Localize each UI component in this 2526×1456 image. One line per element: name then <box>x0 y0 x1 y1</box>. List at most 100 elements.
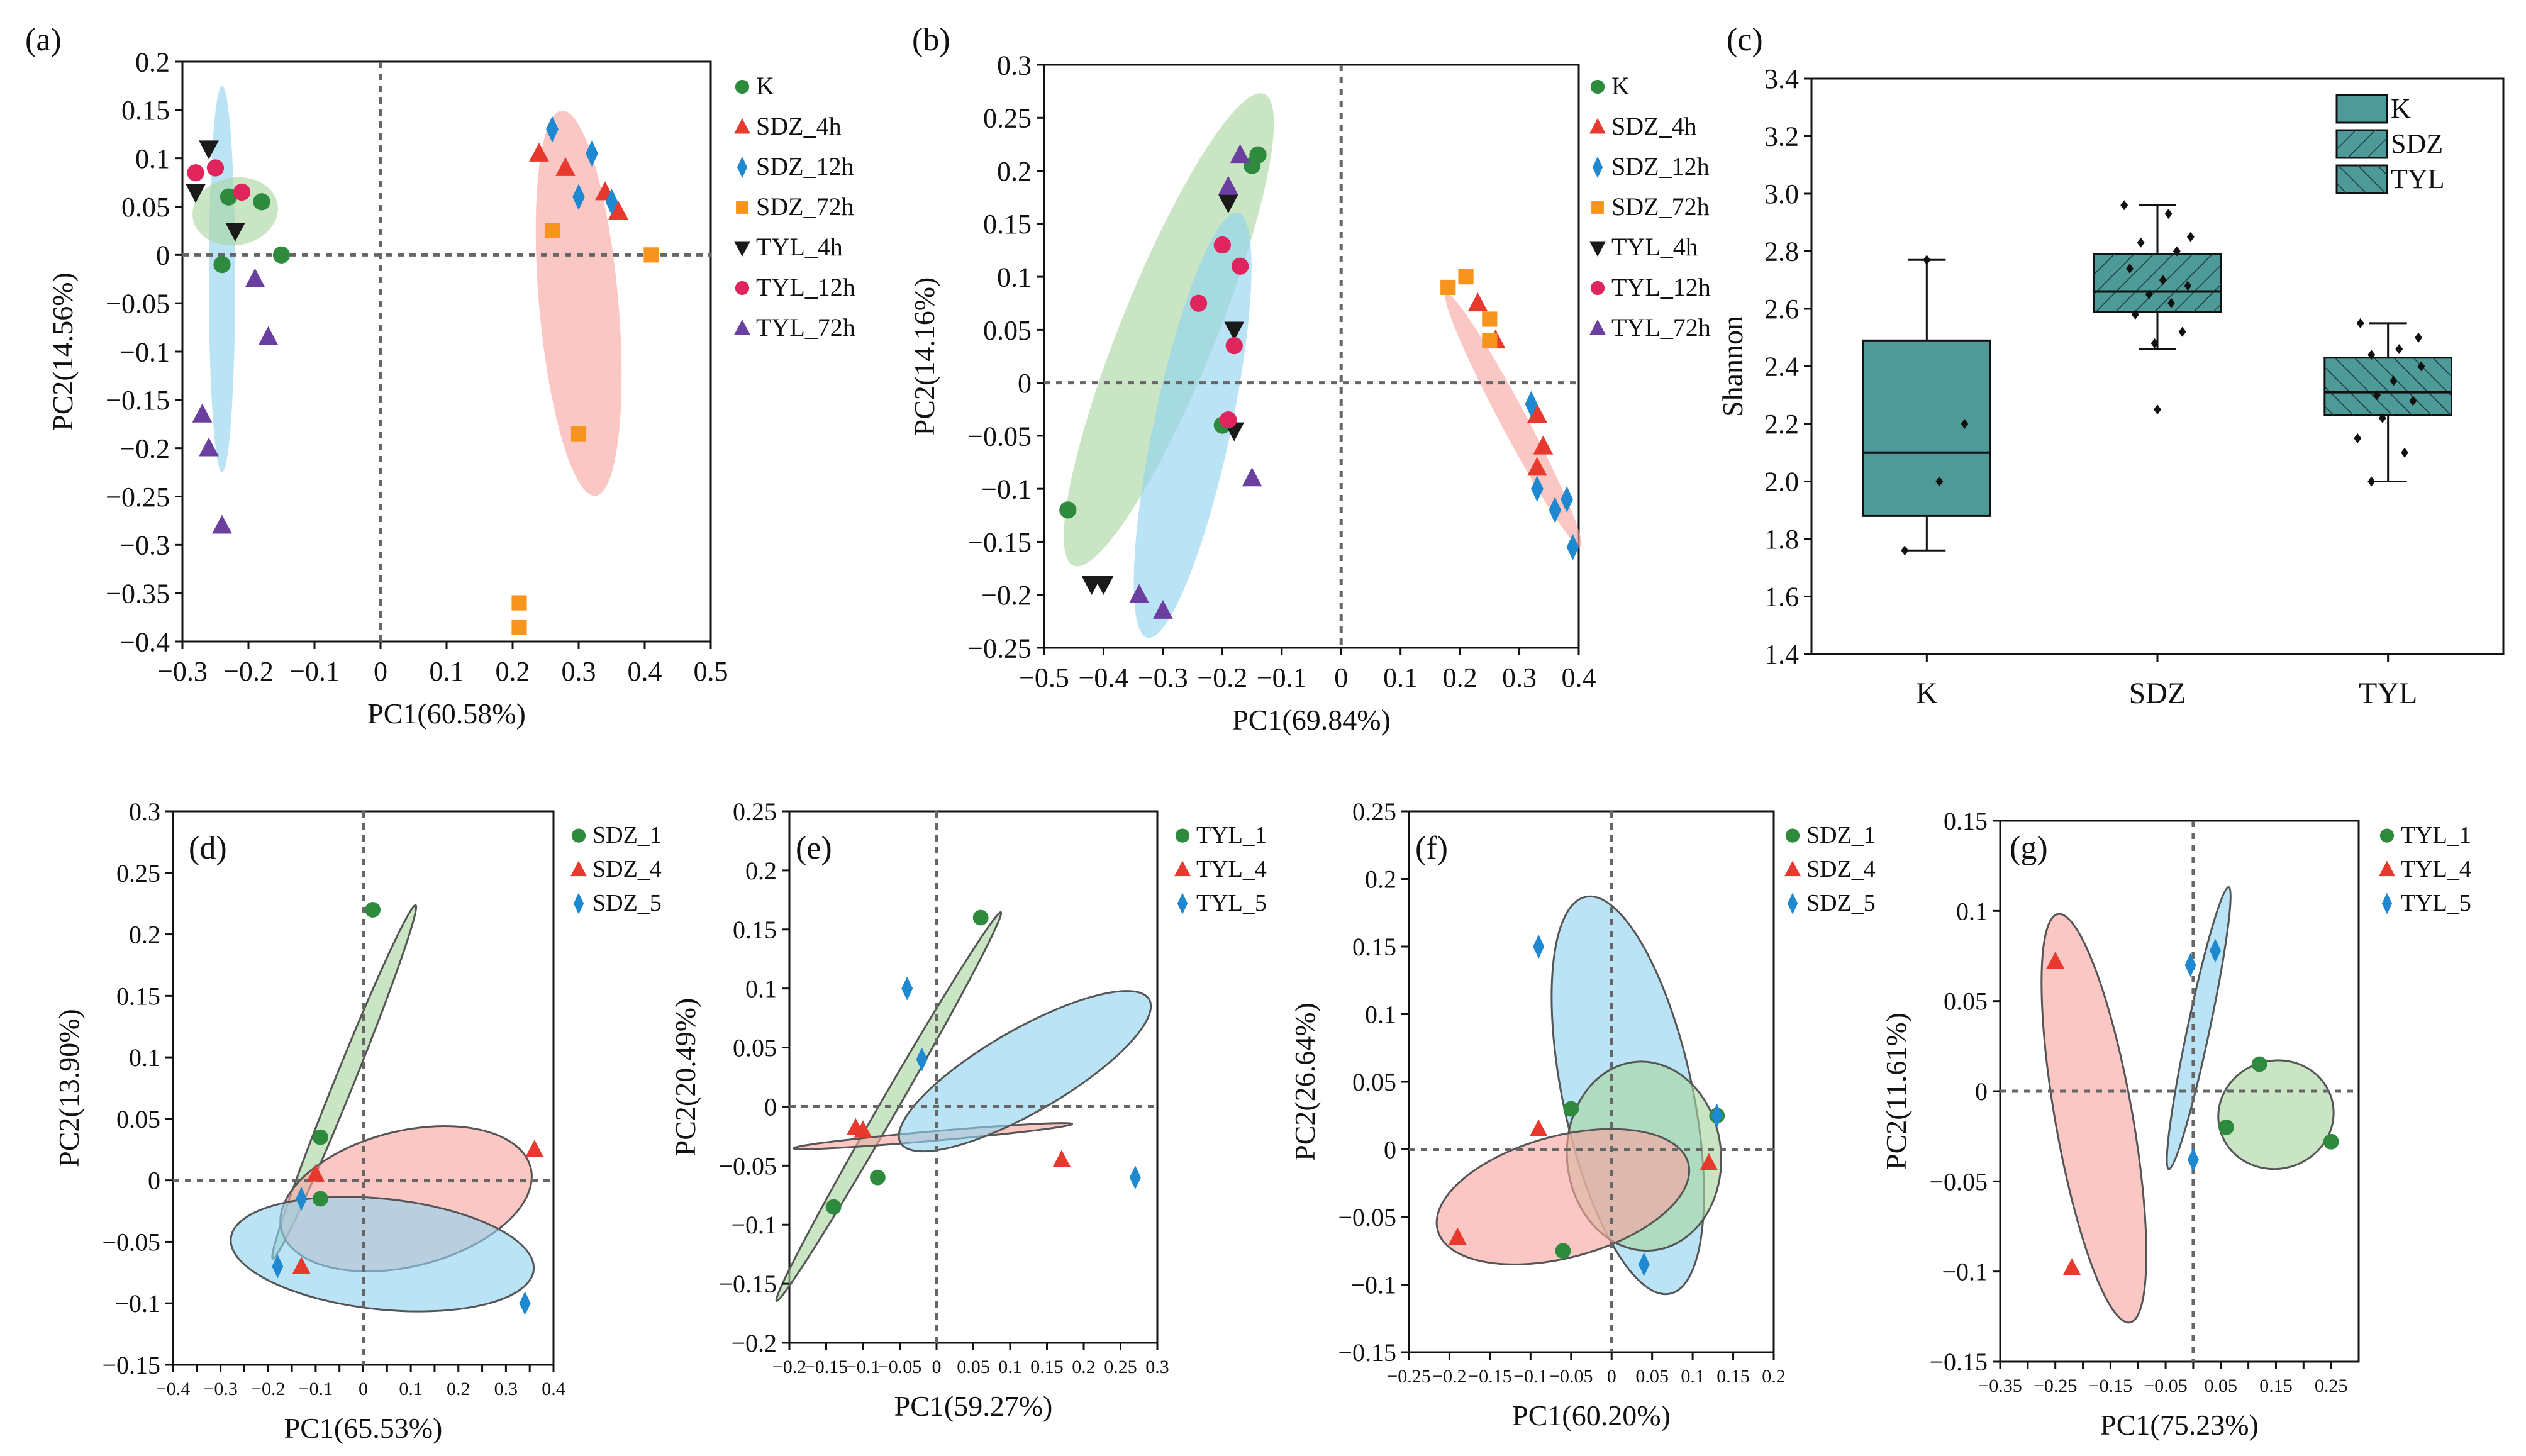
legend-marker <box>573 892 584 914</box>
x-tick-label: −0.25 <box>1387 1366 1430 1387</box>
legend-marker <box>735 79 750 94</box>
legend: TYL_1 TYL_4 TYL_5 <box>2379 822 2471 916</box>
plot-frame <box>181 60 712 643</box>
data-point <box>225 223 245 242</box>
data-point <box>1549 496 1562 523</box>
y-tick-label: −0.05 <box>1929 1167 1988 1196</box>
x-tick-label: −0.05 <box>1549 1366 1593 1387</box>
y-tick-label: 0.25 <box>733 797 777 826</box>
data-point <box>572 184 585 211</box>
data-point <box>870 1169 886 1186</box>
data-point <box>2062 1258 2081 1275</box>
y-tick-label: 2.8 <box>1764 236 1799 267</box>
data-point <box>212 514 232 534</box>
data-point <box>1213 236 1231 254</box>
data-point <box>1220 411 1237 429</box>
data-point <box>213 256 231 274</box>
data-point <box>1700 1153 1718 1170</box>
y-axis-label: PC2(26.64%) <box>1289 1003 1321 1161</box>
data-point <box>2131 309 2139 320</box>
legend-label: SDZ_12h <box>756 152 854 181</box>
legend: TYL_1 TYL_4 TYL_5 <box>1174 822 1267 916</box>
legend-marker <box>2379 828 2395 843</box>
legend-marker <box>734 319 750 335</box>
legend-marker <box>2379 860 2395 877</box>
x-tick-label: −0.1 <box>299 1379 333 1399</box>
legend-marker <box>734 241 750 257</box>
x-tick-label: −0.15 <box>804 1357 848 1377</box>
y-tick-label: −0.15 <box>967 527 1032 558</box>
legend-label: TYL_4 <box>1196 856 1267 882</box>
x-tick-label: −0.3 <box>157 656 208 687</box>
data-point <box>2186 231 2195 242</box>
y-tick-label: 1.8 <box>1764 524 1799 555</box>
y-tick-label: −0.15 <box>718 1270 777 1298</box>
panel-label: (d) <box>189 830 227 866</box>
data-point <box>2046 952 2065 969</box>
legend-label: TYL_12h <box>1611 273 1711 301</box>
data-point <box>2390 375 2398 386</box>
data-point <box>1566 533 1579 560</box>
data-point <box>2145 289 2153 300</box>
legend-label: TYL_4h <box>756 233 843 261</box>
x-tick-label: 0.05 <box>957 1357 990 1377</box>
confidence-ellipse <box>1133 212 1252 638</box>
legend-label: K <box>1611 72 1630 100</box>
legend-label: K <box>2391 93 2411 124</box>
y-tick-label: 0.25 <box>116 859 160 887</box>
y-tick-label: 2.6 <box>1764 294 1799 325</box>
legend: K SDZ_4h SDZ_12h SDZ_72h TYL_4h TYL_12h TYL_72… <box>734 72 855 342</box>
x-tick-label: 0.3 <box>1502 662 1537 693</box>
panel-label: (a) <box>25 22 62 58</box>
y-tick-label: 0.2 <box>997 156 1032 187</box>
panel-label: (c) <box>1727 22 1763 58</box>
x-tick-label: 0.05 <box>1635 1366 1669 1387</box>
data-point <box>1961 419 1969 429</box>
y-tick-label: 0.25 <box>983 103 1032 134</box>
legend-label: TYL <box>2391 164 2445 194</box>
legend-marker <box>734 118 750 134</box>
x-tick-label: −0.1 <box>1257 662 1307 693</box>
y-tick-label: 0.1 <box>745 975 777 1003</box>
y-tick-label: 3.0 <box>1764 179 1799 209</box>
panel-d: −0.4 −0.3 −0.2 −0.1 0 0.1 0.2 0.3 0.4 0.3 0.25 0.2 0… <box>53 797 662 1444</box>
confidence-ellipse <box>230 1196 535 1313</box>
x-tick-label: 0.1 <box>1383 662 1418 693</box>
legend-marker <box>570 860 587 877</box>
y-tick-label: 2.0 <box>1764 467 1799 497</box>
data-point <box>365 902 381 918</box>
data-point <box>206 159 225 177</box>
legend-marker <box>1592 156 1603 179</box>
legend-label: TYL_4 <box>2401 856 2471 882</box>
x-tick-label: 0 <box>1334 662 1348 693</box>
x-tick-label: 0.1 <box>1681 1366 1705 1387</box>
x-tick-label: 0.4 <box>628 656 662 687</box>
confidence-ellipse <box>898 990 1152 1153</box>
legend-label: SDZ_5 <box>1806 890 1876 916</box>
x-tick-label: −0.2 <box>223 656 274 687</box>
data-point <box>972 909 989 926</box>
y-tick-label: 0.1 <box>1956 897 1988 925</box>
data-point <box>608 201 628 220</box>
y-axis-label: PC2(20.49%) <box>669 998 701 1157</box>
y-tick-label: −0.05 <box>967 421 1032 452</box>
x-tick-label: −0.4 <box>156 1379 190 1399</box>
data-point <box>292 1256 311 1274</box>
legend-label: TYL_4h <box>1611 233 1698 261</box>
x-tick-label: 0.15 <box>2259 1375 2293 1396</box>
y-tick-label: 2.2 <box>1764 409 1799 440</box>
y-tick-label: −0.1 <box>1350 1271 1396 1299</box>
legend-label: TYL_72h <box>756 313 855 342</box>
data-point <box>2178 326 2186 337</box>
y-tick-label: 0.15 <box>983 209 1032 240</box>
x-tick-label: 0.3 <box>562 656 596 687</box>
legend-marker <box>1177 892 1188 914</box>
data-point <box>272 246 291 264</box>
x-tick-label: −0.5 <box>1019 662 1069 693</box>
legend-label: TYL_1 <box>2401 822 2471 848</box>
data-point <box>1711 1103 1723 1128</box>
x-tick-label: −0.15 <box>2089 1375 2132 1396</box>
x-tick-label: 0.4 <box>542 1379 565 1399</box>
box <box>1862 339 1991 517</box>
y-tick-label: 0.15 <box>116 982 160 1010</box>
